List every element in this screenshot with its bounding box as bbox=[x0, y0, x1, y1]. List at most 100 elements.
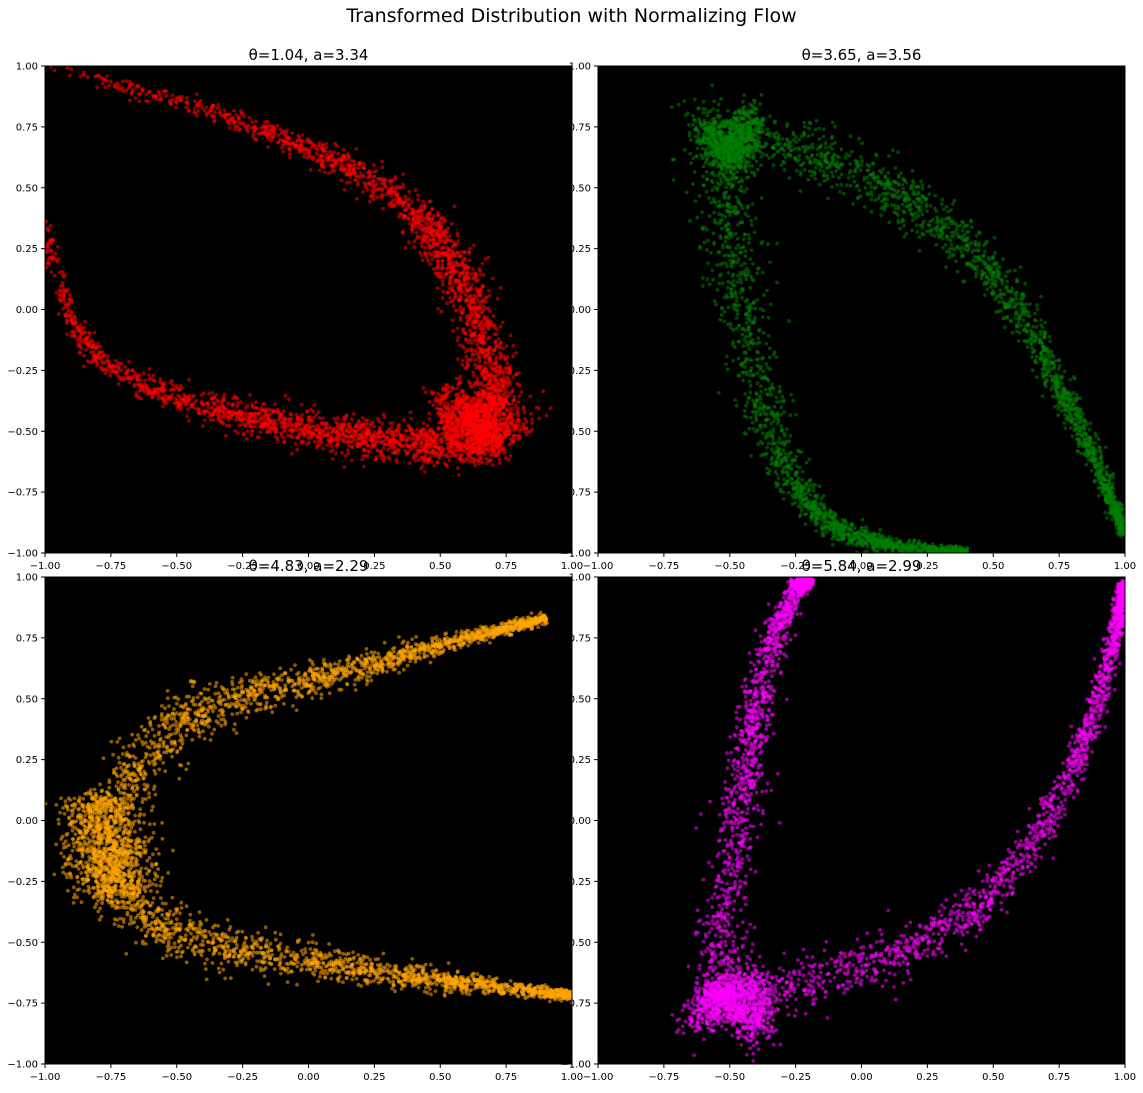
scatter-point bbox=[431, 433, 435, 437]
scatter-point bbox=[154, 94, 158, 98]
scatter-point bbox=[445, 391, 449, 395]
scatter-point bbox=[58, 288, 62, 292]
scatter-point bbox=[79, 74, 83, 78]
scatter-point bbox=[486, 417, 490, 421]
scatter-point bbox=[377, 420, 381, 424]
scatter-point bbox=[850, 150, 854, 154]
scatter-point bbox=[482, 273, 486, 277]
scatter-point bbox=[362, 465, 366, 469]
scatter-point bbox=[999, 309, 1003, 313]
scatter-point bbox=[51, 258, 55, 262]
scatter-point bbox=[467, 380, 471, 384]
scatter-point bbox=[82, 341, 86, 345]
scatter-point bbox=[529, 412, 533, 416]
scatter-point bbox=[483, 423, 487, 427]
scatter-point bbox=[419, 431, 423, 435]
scatter-point bbox=[90, 338, 94, 342]
scatter-point bbox=[268, 426, 272, 430]
scatter-point bbox=[445, 438, 449, 442]
scatter-point bbox=[416, 198, 420, 202]
scatter-point bbox=[339, 163, 343, 167]
scatter-point bbox=[460, 406, 464, 410]
scatter-point bbox=[469, 287, 473, 291]
scatter-point bbox=[234, 128, 238, 132]
scatter-point bbox=[252, 406, 256, 410]
scatter-point bbox=[430, 253, 434, 257]
scatter-point bbox=[131, 88, 135, 92]
scatter-point bbox=[493, 434, 497, 438]
scatter-point bbox=[250, 433, 254, 437]
scatter-point bbox=[73, 315, 77, 319]
scatter-point bbox=[452, 433, 456, 437]
scatter-point bbox=[444, 454, 448, 458]
scatter-point bbox=[496, 297, 500, 301]
scatter-point bbox=[410, 200, 414, 204]
scatter-point bbox=[372, 197, 376, 201]
scatter-point bbox=[335, 144, 339, 148]
scatter-point bbox=[471, 384, 475, 388]
scatter-point bbox=[345, 181, 349, 185]
scatter-point bbox=[123, 365, 127, 369]
scatter-point bbox=[473, 450, 477, 454]
scatter-point bbox=[475, 410, 479, 414]
scatter-point bbox=[427, 429, 431, 433]
scatter-point bbox=[303, 425, 307, 429]
scatter-point bbox=[518, 429, 522, 433]
scatter-point bbox=[489, 359, 493, 363]
scatter-point bbox=[177, 403, 181, 407]
scatter-point bbox=[348, 165, 352, 169]
scatter-point bbox=[92, 350, 96, 354]
scatter-point bbox=[475, 376, 479, 380]
scatter-point bbox=[453, 296, 457, 300]
scatter-point bbox=[299, 427, 303, 431]
scatter-point bbox=[170, 393, 174, 397]
scatter-point bbox=[355, 197, 359, 201]
scatter-point bbox=[92, 331, 96, 335]
scatter-point bbox=[302, 147, 306, 151]
scatter-point bbox=[78, 340, 82, 344]
scatter-point bbox=[505, 429, 509, 433]
scatter-point bbox=[517, 420, 521, 424]
scatter-point bbox=[931, 218, 935, 222]
scatter-point bbox=[405, 429, 409, 433]
scatter-point bbox=[64, 304, 68, 308]
scatter-point bbox=[245, 418, 249, 422]
scatter-point bbox=[482, 354, 486, 358]
scatter-point bbox=[464, 439, 468, 443]
scatter-point bbox=[211, 401, 215, 405]
scatter-point bbox=[468, 259, 472, 263]
scatter-point bbox=[472, 414, 476, 418]
scatter-point bbox=[456, 466, 460, 470]
scatter-point bbox=[449, 422, 453, 426]
scatter-point bbox=[62, 293, 66, 297]
scatter-point bbox=[494, 396, 498, 400]
scatter-point bbox=[271, 423, 275, 427]
scatter-point bbox=[95, 74, 99, 78]
scatter-point bbox=[505, 344, 509, 348]
scatter-point bbox=[458, 308, 462, 312]
scatter-point bbox=[189, 405, 193, 409]
scatter-point bbox=[298, 151, 302, 155]
scatter-point bbox=[316, 435, 320, 439]
scatter-point bbox=[512, 436, 516, 440]
scatter-point bbox=[162, 90, 166, 94]
scatter-point bbox=[86, 359, 90, 363]
scatter-point bbox=[998, 288, 1002, 292]
scatter-point bbox=[414, 188, 418, 192]
scatter-point bbox=[465, 418, 469, 422]
x-tick-label: −0.50 bbox=[161, 561, 192, 572]
scatter-point bbox=[494, 412, 498, 416]
scatter-point bbox=[505, 361, 509, 365]
scatter-point bbox=[467, 251, 471, 255]
scatter-point bbox=[331, 448, 335, 452]
scatter-point bbox=[994, 284, 998, 288]
scatter-point bbox=[445, 267, 449, 271]
scatter-point bbox=[488, 294, 492, 298]
scatter-point bbox=[341, 433, 345, 437]
scatter-point bbox=[508, 383, 512, 387]
scatter-point bbox=[933, 207, 937, 211]
scatter-point bbox=[341, 156, 345, 160]
scatter-point bbox=[424, 432, 428, 436]
scatter-point bbox=[451, 319, 455, 323]
